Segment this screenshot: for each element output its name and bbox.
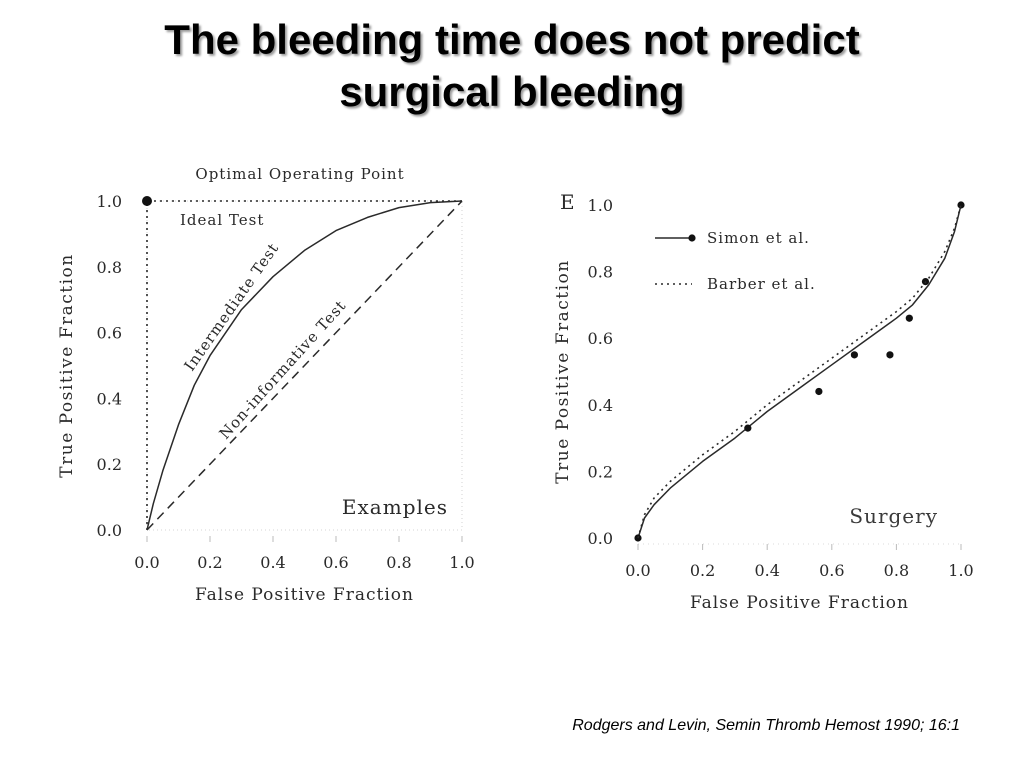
- title-line-2: surgical bleeding: [339, 68, 685, 115]
- chart1-y-axis-label: True Positive Fraction: [57, 253, 77, 477]
- chart1-y-tick-label: 0.2: [97, 455, 122, 474]
- chart2-x-tick-label: 0.4: [754, 561, 779, 580]
- chart2-y-tick-label: 0.2: [588, 462, 613, 481]
- chart1-corner-label: Examples: [342, 495, 448, 519]
- chart1-y-tick-label: 0.6: [97, 324, 122, 343]
- chart2-series-simon-et-al--line: [637, 204, 962, 539]
- chart1-x-tick-label: 1.0: [449, 553, 474, 572]
- chart2-x-tick-label: 1.0: [948, 561, 973, 580]
- chart2-x-tick-label: 0.8: [884, 561, 909, 580]
- chart1-optimal-point-label: Optimal Operating Point: [195, 165, 404, 183]
- chart2-legend-simon-marker: [688, 234, 696, 242]
- chart2-legend-simon-label: Simon et al.: [707, 229, 810, 247]
- chart2-data-point: [905, 314, 913, 322]
- chart2-data-point: [850, 351, 859, 359]
- chart2-x-tick-label: 0.6: [819, 561, 844, 580]
- chart1-x-tick-label: 0.6: [323, 553, 348, 572]
- chart1-y-tick-label: 1.0: [97, 192, 122, 211]
- chart1-x-tick-label: 0.0: [134, 553, 159, 572]
- chart2-panel-label: E: [560, 190, 575, 214]
- chart1-optimal-point-marker: [142, 196, 152, 206]
- chart2-data-point: [886, 351, 894, 359]
- chart1-series-intermediate-test-line: [146, 200, 463, 531]
- chart2-legend-barber-label: Barber et al.: [707, 275, 816, 293]
- chart1-series-non-informative-test-line: [146, 200, 463, 531]
- chart2-y-tick-label: 0.6: [588, 329, 613, 348]
- chart1-y-tick-label: 0.4: [97, 389, 122, 408]
- chart2-x-axis-label: False Positive Fraction: [690, 593, 909, 613]
- chart1-y-tick-label: 0.8: [97, 258, 122, 277]
- chart2-x-tick-label: 0.0: [625, 561, 650, 580]
- chart1-x-tick-label: 0.2: [197, 553, 222, 572]
- chart1-series-label-ideal-test: Ideal Test: [180, 211, 264, 229]
- chart1-x-tick-label: 0.8: [386, 553, 411, 572]
- chart1-x-axis-label: False Positive Fraction: [195, 585, 414, 605]
- chart1-series-label-intermediate-test: Intermediate Test: [181, 239, 283, 374]
- chart1-y-tick-label: 0.0: [97, 521, 122, 540]
- slide-title: The bleeding time does not predict surgi…: [0, 14, 1024, 118]
- chart2-data-point: [744, 424, 752, 432]
- chart2-series-barber-et-al--line: [637, 204, 962, 539]
- chart2-corner-label: Surgery: [849, 504, 938, 528]
- chart2-data-point: [957, 201, 965, 209]
- chart1-series-ideal-test-line: [146, 200, 462, 530]
- chart1-x-tick-label: 0.4: [260, 553, 285, 572]
- chart2-y-tick-label: 1.0: [588, 196, 613, 215]
- chart2-y-axis-label: True Positive Fraction: [553, 259, 573, 483]
- chart2-y-tick-label: 0.0: [588, 529, 613, 548]
- title-line-1: The bleeding time does not predict: [164, 16, 860, 63]
- chart2-x-tick-label: 0.2: [690, 561, 715, 580]
- citation: Rodgers and Levin, Semin Thromb Hemost 1…: [572, 717, 960, 734]
- chart2-y-tick-label: 0.4: [588, 396, 613, 415]
- chart2-y-tick-label: 0.8: [588, 263, 613, 282]
- chart2-data-point: [815, 387, 823, 396]
